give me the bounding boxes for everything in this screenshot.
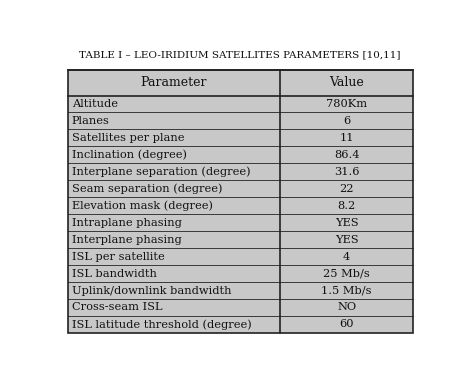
Bar xyxy=(67,70,413,96)
Bar xyxy=(67,316,413,333)
Text: YES: YES xyxy=(335,218,358,228)
Bar xyxy=(67,248,413,265)
Text: Value: Value xyxy=(329,76,364,89)
Bar xyxy=(67,231,413,248)
Text: TABLE I – LEO-IRIDIUM SATELLITES PARAMETERS [10,11]: TABLE I – LEO-IRIDIUM SATELLITES PARAMET… xyxy=(79,50,401,59)
Text: Inclination (degree): Inclination (degree) xyxy=(72,150,187,160)
Bar xyxy=(67,214,413,231)
Bar xyxy=(67,197,413,214)
Text: 6: 6 xyxy=(343,116,351,126)
Text: ISL bandwidth: ISL bandwidth xyxy=(72,269,157,279)
Text: Interplane separation (degree): Interplane separation (degree) xyxy=(72,167,250,177)
Text: Interplane phasing: Interplane phasing xyxy=(72,235,182,245)
Bar xyxy=(67,265,413,282)
Bar xyxy=(67,163,413,180)
Text: 86.4: 86.4 xyxy=(334,150,359,160)
Text: ISL latitude threshold (degree): ISL latitude threshold (degree) xyxy=(72,319,252,330)
Bar xyxy=(67,282,413,299)
Bar xyxy=(67,146,413,163)
Text: 22: 22 xyxy=(339,184,354,194)
Bar xyxy=(67,113,413,129)
Text: Uplink/downlink bandwidth: Uplink/downlink bandwidth xyxy=(72,285,231,296)
Text: Satellites per plane: Satellites per plane xyxy=(72,133,184,143)
Bar xyxy=(67,180,413,197)
Text: ISL per satellite: ISL per satellite xyxy=(72,252,165,262)
Bar xyxy=(67,129,413,146)
Text: 25 Mb/s: 25 Mb/s xyxy=(323,269,370,279)
Text: 60: 60 xyxy=(339,319,354,330)
Text: YES: YES xyxy=(335,235,358,245)
Text: 11: 11 xyxy=(339,133,354,143)
Text: 31.6: 31.6 xyxy=(334,167,359,177)
Text: Cross-seam ISL: Cross-seam ISL xyxy=(72,302,162,313)
Text: 780Km: 780Km xyxy=(326,99,367,109)
Text: Intraplane phasing: Intraplane phasing xyxy=(72,218,182,228)
Text: 4: 4 xyxy=(343,252,351,262)
Bar xyxy=(67,96,413,113)
Text: Altitude: Altitude xyxy=(72,99,118,109)
Text: 1.5 Mb/s: 1.5 Mb/s xyxy=(322,285,372,296)
Bar xyxy=(67,299,413,316)
Text: Seam separation (degree): Seam separation (degree) xyxy=(72,183,222,194)
Text: Elevation mask (degree): Elevation mask (degree) xyxy=(72,200,213,211)
Text: NO: NO xyxy=(337,302,356,313)
Text: 8.2: 8.2 xyxy=(337,201,356,211)
Text: Parameter: Parameter xyxy=(140,76,207,89)
Text: Planes: Planes xyxy=(72,116,110,126)
